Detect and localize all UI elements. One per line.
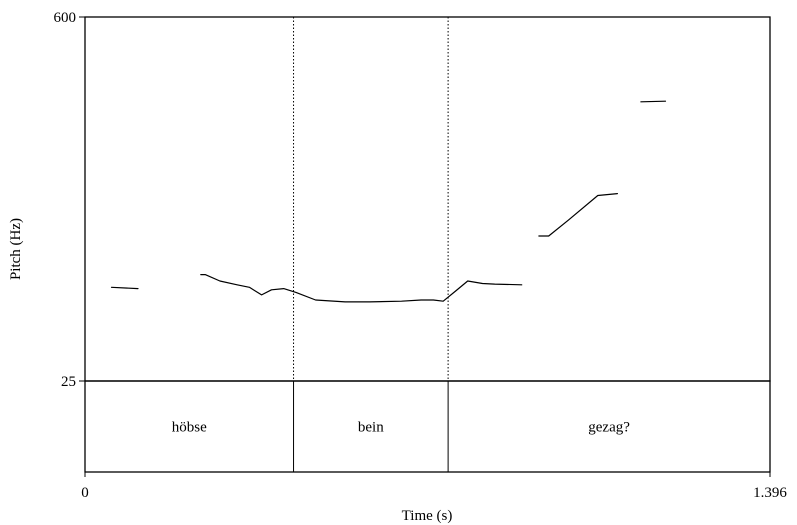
tier-interval-label: gezag? (588, 420, 630, 436)
x-tick-label-max: 1.396 (753, 485, 787, 501)
tier-frame (84, 380, 771, 473)
x-axis-label: Time (s) (402, 508, 453, 524)
y-tick-label-min: 25 (61, 374, 76, 390)
x-tick-label-min: 0 (81, 485, 89, 501)
y-tick-label-max: 600 (54, 10, 77, 26)
tier-interval-label: bein (358, 420, 384, 436)
y-axis-label: Pitch (Hz) (8, 218, 24, 280)
pitch-segment-3 (538, 193, 619, 237)
pitch-segment-4 (640, 100, 667, 103)
plot-frame (84, 16, 771, 382)
tier-labels: höbse bein gezag? (172, 420, 630, 436)
tier-interval-label: höbse (172, 420, 207, 436)
pitch-contour (110, 100, 667, 303)
pitch-segment-1 (110, 286, 139, 290)
tier-boundaries (293, 17, 449, 472)
pitch-segment-2 (200, 274, 523, 303)
